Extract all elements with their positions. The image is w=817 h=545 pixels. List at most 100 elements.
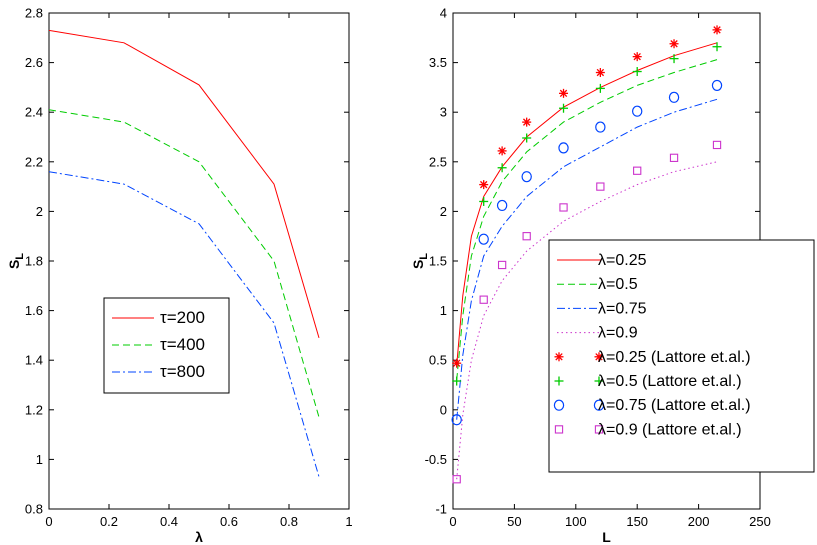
series-line-1 <box>48 109 320 418</box>
series-line-2 <box>456 98 718 420</box>
legend-label: τ=200 <box>160 308 205 327</box>
data-point-star-marker <box>595 68 605 78</box>
data-point-plus-marker <box>712 42 722 52</box>
right-chart: 0 50 100 150 200 250-1-0.500.511.522.533.54LS… <box>410 6 815 545</box>
series-line-3 <box>456 161 718 480</box>
legend-square-marker-box <box>554 425 564 434</box>
data-point-square-marker-box <box>479 295 488 304</box>
series-line <box>48 171 320 477</box>
legend-label: λ=0.25 (Lattore et.al.) <box>598 349 751 366</box>
data-point-plus-marker <box>452 376 462 386</box>
data-point-circle-marker-ring <box>451 414 462 426</box>
data-point-square-marker-box <box>559 203 568 212</box>
y-tick-label: 2 <box>440 204 447 219</box>
data-point-circle-marker <box>595 121 606 133</box>
data-point-square-marker-box <box>452 475 461 484</box>
legend-label: λ=0.9 (Lattore et.al.) <box>598 421 742 438</box>
x-tick-label: 0.6 <box>220 514 238 529</box>
series-line <box>456 59 718 381</box>
y-tick-label: 2 <box>36 204 43 219</box>
data-point-circle-marker-ring <box>668 91 680 103</box>
legend-square-marker <box>594 425 604 434</box>
data-point-plus-marker <box>479 196 489 206</box>
y-tick-label: 0 <box>440 402 447 417</box>
legend-item: λ=0.75 <box>557 300 647 317</box>
series-line <box>48 29 320 339</box>
x-tick-label: 0.2 <box>100 514 118 529</box>
y-axis-label-main: S <box>6 260 22 269</box>
data-point-plus-marker <box>497 163 507 173</box>
y-tick-label: 0.5 <box>429 353 447 368</box>
series-markers-6 <box>451 79 723 426</box>
y-tick-label: 1 <box>440 303 447 318</box>
data-point-square-marker-box <box>596 182 605 191</box>
y-axis-label-sub: L <box>14 253 26 260</box>
legend-square-marker <box>554 425 564 434</box>
x-tick-label: 50 <box>507 514 521 529</box>
legend-star-marker <box>554 352 564 362</box>
y-tick-label: -0.5 <box>425 452 447 467</box>
legend-item: λ=0.9 (Lattore et.al.) <box>554 421 742 438</box>
data-point-square-marker <box>522 232 531 241</box>
legend-star-marker-stroke-3 <box>595 353 603 361</box>
data-point-star-marker <box>559 88 569 98</box>
x-tick-label: 1 <box>345 514 352 529</box>
x-tick-label: 0.8 <box>280 514 298 529</box>
data-point-star-marker <box>497 146 507 156</box>
legend-label: λ=0.5 <box>598 276 638 293</box>
legend-circle-marker <box>553 399 565 411</box>
left-chart: 0 0.2 0.4 0.6 0.8 1 0.8 1 1.2 1.4 1.6 1.8 2 2.2 2.4 2.6… <box>6 6 353 545</box>
x-tick-label: 0.4 <box>160 514 178 529</box>
data-point-circle-marker-ring <box>595 121 606 133</box>
data-point-star-marker-stroke-3 <box>480 180 488 189</box>
y-axis-label-sub: L <box>418 253 430 260</box>
data-point-circle-marker <box>711 79 723 92</box>
legend-label: τ=400 <box>160 335 205 354</box>
data-point-star-marker <box>479 180 489 190</box>
legend-label: τ=800 <box>160 362 205 381</box>
y-tick-label: -1 <box>435 502 447 517</box>
data-point-plus-marker <box>632 67 642 77</box>
y-axis-label: SL <box>6 253 26 269</box>
legend-circle-marker-ring <box>593 399 605 411</box>
data-point-circle-marker-ring <box>558 142 569 154</box>
data-point-square-marker <box>559 203 568 212</box>
y-tick-label: 2.4 <box>25 105 43 120</box>
legend-item: λ=0.25 <box>557 252 647 269</box>
legend-label: λ=0.5 (Lattore et.al.) <box>598 373 742 390</box>
data-point-star-marker-stroke-3 <box>713 26 721 34</box>
data-point-star-marker-stroke-3 <box>633 52 641 61</box>
data-point-circle-marker <box>451 414 462 426</box>
legend-label: λ=0.9 <box>598 325 638 342</box>
y-tick-label: 3 <box>440 105 447 120</box>
y-tick-label: 2.2 <box>25 154 43 169</box>
legend-label: λ=0.25 <box>598 252 647 269</box>
x-tick-label: 100 <box>565 514 587 529</box>
series-line <box>48 109 320 418</box>
x-tick-label: 200 <box>688 514 710 529</box>
legend-box <box>548 239 815 473</box>
data-point-square-marker <box>712 140 722 150</box>
y-tick-label: 2.8 <box>25 6 43 21</box>
data-point-star-marker <box>522 117 532 127</box>
y-tick-label: 0.8 <box>25 502 43 517</box>
data-point-circle-marker <box>558 142 569 154</box>
y-tick-label: 2.5 <box>429 154 447 169</box>
x-axis-label: λ <box>195 529 203 545</box>
data-point-star-marker-stroke-3 <box>670 40 678 48</box>
legend-circle-marker-ring <box>553 399 565 411</box>
data-point-circle-marker <box>478 233 489 245</box>
x-tick-label: 0 <box>45 514 52 529</box>
y-tick-label: 1 <box>36 452 43 467</box>
y-tick-label: 1.6 <box>25 303 43 318</box>
data-point-star-marker <box>669 39 679 49</box>
y-tick-label: 3.5 <box>429 55 447 70</box>
data-point-square-marker-box <box>522 232 531 241</box>
legend-star-marker <box>594 352 604 362</box>
data-point-square-marker <box>452 475 461 484</box>
data-point-star-marker <box>452 358 462 368</box>
legend-item: λ=0.9 <box>557 325 638 342</box>
legend-star-marker-stroke-3 <box>555 353 563 361</box>
y-tick-label: 4 <box>440 6 447 21</box>
y-tick-label: 1.2 <box>25 402 43 417</box>
